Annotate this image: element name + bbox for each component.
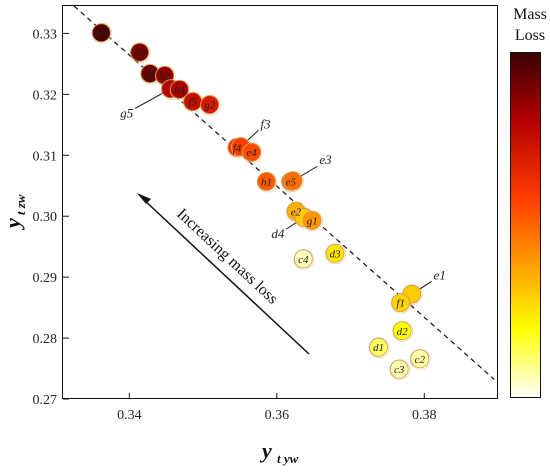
- point-label-f3: f3: [260, 116, 271, 131]
- point-h1: [257, 172, 276, 191]
- y-tick-label: 0.32: [33, 88, 58, 103]
- point-label-e4: e4: [247, 147, 258, 159]
- point-label-d1: d1: [373, 342, 384, 354]
- point-d2: [392, 321, 412, 341]
- y-axis-title: y: [0, 218, 25, 231]
- point-d3: [325, 243, 345, 263]
- point-label-c3: c3: [394, 364, 405, 376]
- point-g2: [200, 95, 220, 115]
- point-label-d4: d4: [271, 226, 285, 241]
- x-tick-label: 0.36: [265, 408, 290, 423]
- mass-loss-arrow: [137, 193, 310, 355]
- point-halo: [409, 348, 431, 370]
- point-halo: [368, 337, 390, 359]
- point-label-g5: g5: [120, 105, 134, 120]
- y-tick-label: 0.27: [33, 393, 58, 408]
- point-label-f4: f4: [233, 142, 242, 154]
- point-label-d3: d3: [330, 248, 342, 260]
- colorbar-title-line2: Loss: [515, 27, 545, 44]
- point-c4: [293, 249, 313, 269]
- y-tick-label: 0.30: [33, 210, 58, 225]
- point-label-e5: e5: [286, 176, 297, 188]
- point-halo: [256, 171, 278, 193]
- point-label-f5: f5: [188, 97, 197, 109]
- point-h5: [91, 23, 111, 43]
- point-label-f1: f1: [396, 298, 405, 310]
- point-label-h3: h3: [134, 47, 146, 59]
- x-axis-title: y: [259, 438, 272, 463]
- point-halo: [390, 292, 412, 314]
- point-label-h5: h5: [96, 28, 108, 40]
- y-tick-label: 0.31: [33, 149, 58, 164]
- point-halo: [241, 142, 263, 164]
- x-tick-label: 0.38: [412, 408, 437, 423]
- point-h4: [170, 80, 189, 99]
- y-axis-title-subscript: t zw: [13, 194, 28, 215]
- y-tick-label: 0.29: [33, 271, 58, 286]
- point-halo: [91, 22, 113, 44]
- point-halo: [199, 94, 221, 116]
- point-label-e3: e3: [319, 152, 332, 167]
- axis-ticks: [63, 32, 425, 400]
- y-tick-label: 0.28: [33, 332, 58, 347]
- point-halo: [392, 320, 414, 342]
- plot-area: [62, 5, 498, 399]
- point-halo: [302, 210, 324, 232]
- point-e4: [242, 142, 262, 162]
- point-halo: [325, 243, 346, 265]
- point-label-e1: e1: [434, 267, 446, 282]
- colorbar-title-line1: Mass: [513, 6, 547, 23]
- point-halo: [169, 79, 191, 101]
- point-label-g3: g3: [145, 69, 157, 81]
- point-e3: [283, 171, 303, 191]
- point-label-e2: e2: [291, 206, 302, 218]
- point-f1: [391, 293, 411, 313]
- point-halo: [283, 170, 304, 192]
- point-h3: [130, 42, 150, 62]
- point-halo: [129, 42, 151, 64]
- axis-tick-labels: 0.34 0.36 0.38 0.27 0.28 0.29 0.30 0.31 0.32 0.33: [33, 27, 437, 423]
- point-halo: [389, 359, 411, 381]
- x-tick-label: 0.34: [117, 408, 142, 423]
- point-label-g1: g1: [307, 215, 318, 227]
- point-label-h4: h4: [174, 84, 186, 96]
- point-c2: [410, 349, 430, 369]
- point-label-c4: c4: [298, 254, 309, 266]
- point-g1: [302, 211, 322, 230]
- point-label-c2: c2: [415, 354, 426, 366]
- y-tick-label: 0.33: [33, 27, 58, 42]
- data-points: [91, 22, 431, 381]
- point-label-h1: h1: [261, 176, 272, 188]
- point-c3: [389, 359, 409, 379]
- point-halo: [293, 248, 315, 270]
- point-label-g2: g2: [204, 100, 216, 112]
- x-axis-title-subscript: t yw: [277, 451, 299, 466]
- colorbar: [510, 52, 541, 398]
- y-axis-title-group: y t zw: [0, 194, 28, 231]
- point-label-h2: h2: [159, 70, 171, 82]
- point-label-d2: d2: [397, 326, 409, 338]
- point-d1: [369, 337, 388, 357]
